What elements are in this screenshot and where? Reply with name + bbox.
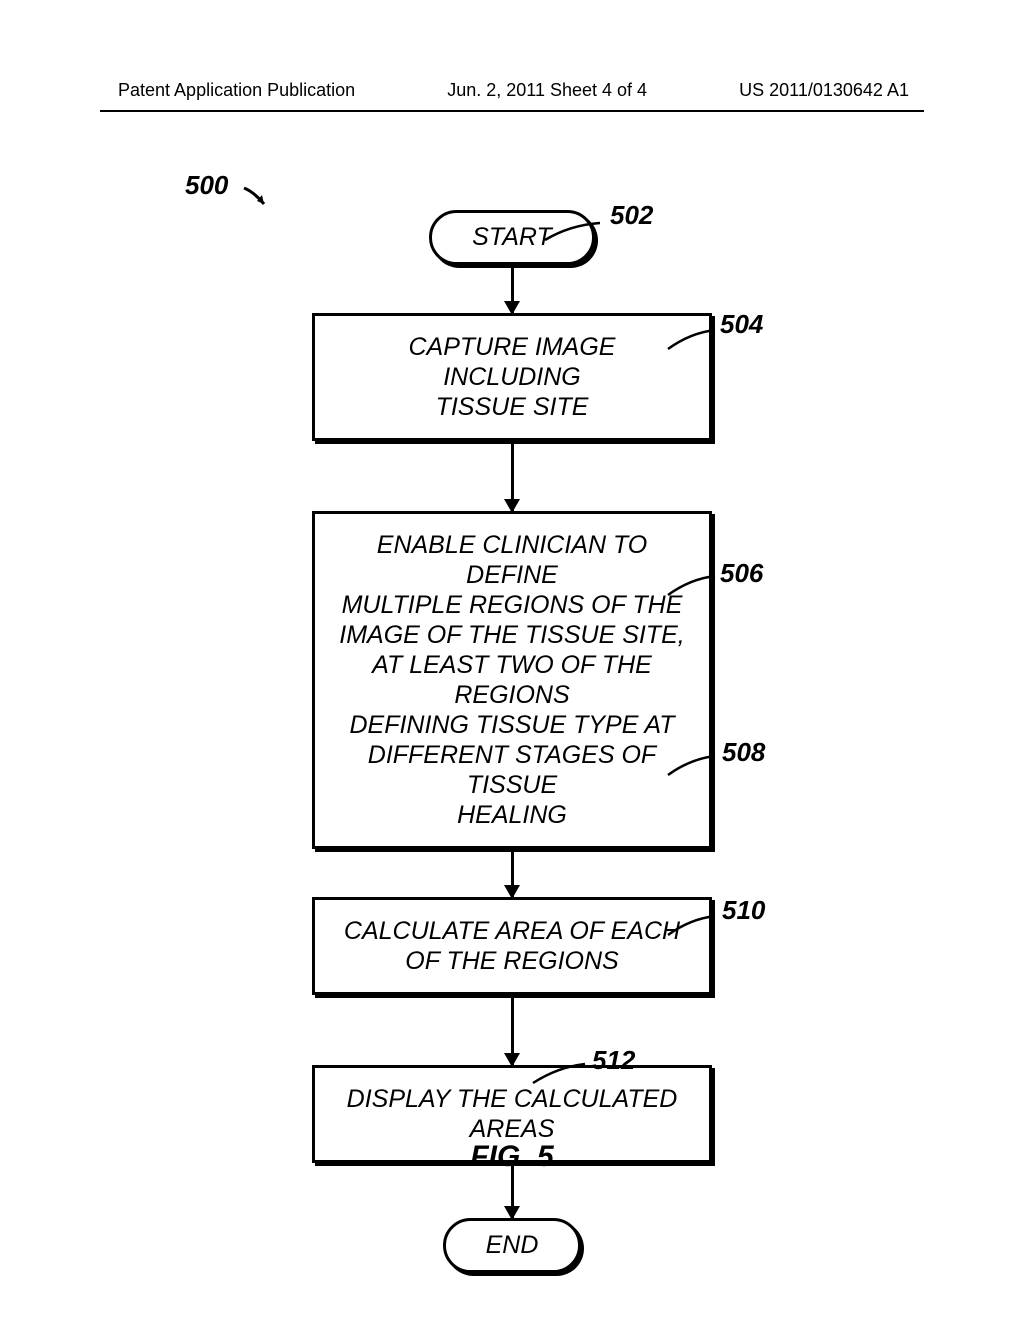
- ref-label-510: 510: [722, 895, 765, 926]
- terminal-end: END: [443, 1218, 582, 1273]
- process-calculate: CALCULATE AREA OF EACH OF THE REGIONS: [312, 897, 712, 995]
- flowchart-container: START 502 CAPTURE IMAGE INCLUDING TISSUE…: [0, 165, 1024, 1273]
- arrow-3: [511, 849, 514, 897]
- process-define-label: ENABLE CLINICIAN TO DEFINE MULTIPLE REGI…: [339, 531, 684, 829]
- process-capture-label: CAPTURE IMAGE INCLUDING TISSUE SITE: [409, 333, 616, 421]
- leader-510-icon: [665, 913, 720, 941]
- process-capture: CAPTURE IMAGE INCLUDING TISSUE SITE: [312, 313, 712, 441]
- ref-label-506: 506: [720, 558, 763, 589]
- arrow-4: [511, 995, 514, 1065]
- header-center: Jun. 2, 2011 Sheet 4 of 4: [447, 80, 647, 101]
- arrow-2: [511, 441, 514, 511]
- process-display-label: DISPLAY THE CALCULATED AREAS: [347, 1085, 678, 1143]
- figure-caption: FIG. 5: [0, 1140, 1024, 1174]
- terminal-end-label: END: [486, 1231, 539, 1259]
- header-right: US 2011/0130642 A1: [739, 80, 909, 101]
- process-define: ENABLE CLINICIAN TO DEFINE MULTIPLE REGI…: [312, 511, 712, 849]
- process-calculate-label: CALCULATE AREA OF EACH OF THE REGIONS: [344, 917, 680, 975]
- header-left: Patent Application Publication: [118, 80, 355, 101]
- ref-label-512: 512: [592, 1045, 635, 1076]
- ref-label-502: 502: [610, 200, 653, 231]
- leader-512-icon: [530, 1061, 590, 1089]
- leader-504-icon: [665, 327, 720, 355]
- leader-506-icon: [665, 573, 720, 601]
- ref-label-504: 504: [720, 309, 763, 340]
- ref-label-508: 508: [722, 737, 765, 768]
- leader-502-icon: [540, 220, 610, 250]
- header-separator: [100, 110, 924, 112]
- arrow-1: [511, 265, 514, 313]
- leader-508-icon: [665, 753, 720, 781]
